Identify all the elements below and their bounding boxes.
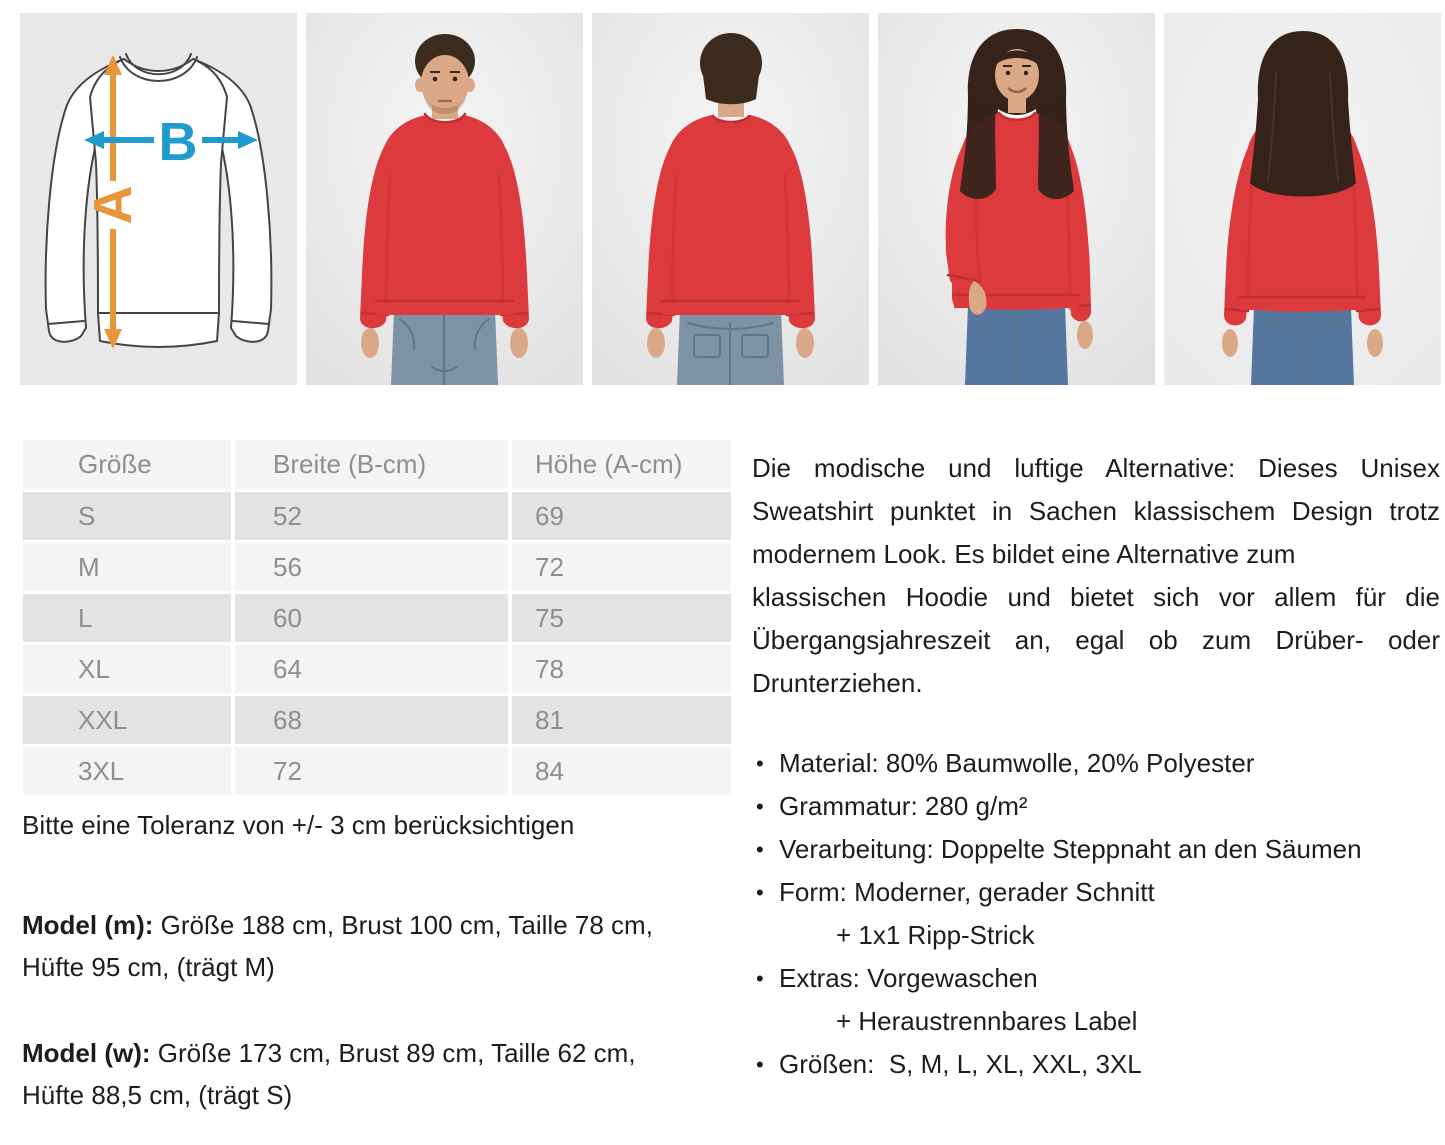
model-w-info: Model (w): Größe 173 cm, Brust 89 cm, Ta… — [22, 1032, 734, 1116]
size-table-header-1: Breite (B-cm) — [235, 440, 512, 492]
size-table-row-S: S 52 69 — [23, 492, 731, 543]
model-w-line2: Hüfte 88,5 cm, (trägt S) — [22, 1080, 293, 1110]
size-table-row-L: L 60 75 — [23, 594, 731, 645]
height-arrow-A: A — [83, 55, 143, 349]
tolerance-note: Bitte eine Toleranz von +/- 3 cm berücks… — [22, 810, 575, 840]
value-cell: 56 — [235, 543, 512, 594]
feature-item-2: • Grammatur: 280 g/m² — [752, 785, 1440, 828]
model-w-line1: Größe 173 cm, Brust 89 cm, Taille 62 cm, — [157, 1038, 636, 1068]
feature-item-1: • Material: 80% Baumwolle, 20% Polyester — [752, 742, 1440, 785]
right-column: Die modische und luftige Alternative: Di… — [752, 447, 1440, 1086]
size-table-header-0: Größe — [23, 440, 235, 492]
description-line-2: Sweatshirt punktet in Sachen klassischem… — [752, 496, 1440, 526]
photo-female-back — [1164, 13, 1441, 385]
bullet-icon: • — [756, 837, 764, 862]
description-line-5: Übergangsjahreszeit an, egal ob zum Drüb… — [752, 625, 1440, 655]
feature-text: Größen: S, M, L, XL, XXL, 3XL — [779, 1049, 1142, 1079]
description-line-6: Drunterziehen. — [752, 668, 923, 698]
size-table-row-XXL: XXL 68 81 — [23, 696, 731, 747]
value-cell: 78 — [512, 645, 731, 696]
value-cell: 64 — [235, 645, 512, 696]
size-cell: S — [23, 492, 235, 543]
feature-text: Grammatur: 280 g/m² — [779, 791, 1028, 821]
label-A: A — [83, 186, 143, 225]
photo-male-front — [306, 13, 583, 385]
width-arrow-B: B — [84, 112, 258, 172]
value-cell: 68 — [235, 696, 512, 747]
size-table-body: S 52 69 M 56 72 L 60 75 XL 64 78 XXL 68 81 3XL 72 84 — [23, 492, 731, 798]
feature-item-3: • Verarbeitung: Doppelte Steppnaht an den… — [752, 828, 1440, 871]
description-line-4: klassischen Hoodie und bietet sich vor a… — [752, 582, 1440, 612]
size-cell: XXL — [23, 696, 235, 747]
label-B: B — [159, 112, 198, 172]
value-cell: 52 — [235, 492, 512, 543]
feature-text: Material: 80% Baumwolle, 20% Polyester — [779, 748, 1255, 778]
size-cell: M — [23, 543, 235, 594]
feature-text: Verarbeitung: Doppelte Steppnaht an den … — [779, 834, 1362, 864]
feature-list: • Material: 80% Baumwolle, 20% Polyester •… — [752, 742, 1440, 1086]
feature-extra-text: + 1x1 Ripp-Strick — [836, 920, 1035, 950]
feature-item-5: • Extras: Vorgewaschen — [752, 957, 1440, 1000]
bullet-icon: • — [756, 966, 764, 991]
size-cell: 3XL — [23, 747, 235, 798]
bullet-icon: • — [756, 751, 764, 776]
size-table: Größe Breite (B-cm) Höhe (A-cm) S 52 69 M 56 72… — [23, 440, 731, 798]
photo-female-front — [878, 13, 1155, 385]
female-back-photo — [1164, 13, 1441, 385]
feature-text: Form: Moderner, gerader Schnitt — [779, 877, 1155, 907]
size-diagram-panel: A B — [20, 13, 297, 385]
description-line-3: modernem Look. Es bildet eine Alternativ… — [752, 539, 1296, 569]
photo-row: A B — [20, 13, 1441, 385]
size-table-row-XL: XL 64 78 — [23, 645, 731, 696]
value-cell: 84 — [512, 747, 731, 798]
feature-extra-text: + Heraustrennbares Label — [836, 1006, 1138, 1036]
feature-item-4: • Form: Moderner, gerader Schnitt — [752, 871, 1440, 914]
size-cell: XL — [23, 645, 235, 696]
model-m-label: Model (m): — [22, 910, 154, 940]
value-cell: 72 — [512, 543, 731, 594]
photo-male-back — [592, 13, 869, 385]
model-m-info: Model (m): Größe 188 cm, Brust 100 cm, T… — [22, 904, 734, 988]
value-cell: 60 — [235, 594, 512, 645]
female-front-photo — [878, 13, 1155, 385]
model-m-line1: Größe 188 cm, Brust 100 cm, Taille 78 cm… — [160, 910, 653, 940]
description-line-1: Die modische und luftige Alternative: Di… — [752, 453, 1440, 483]
value-cell: 81 — [512, 696, 731, 747]
value-cell: 75 — [512, 594, 731, 645]
feature-text: Extras: Vorgewaschen — [779, 963, 1038, 993]
size-table-header-row: Größe Breite (B-cm) Höhe (A-cm) — [23, 440, 731, 492]
bullet-icon: • — [756, 880, 764, 905]
male-front-photo — [306, 13, 583, 385]
product-description: Die modische und luftige Alternative: Di… — [752, 447, 1440, 705]
size-table-header-2: Höhe (A-cm) — [512, 440, 731, 492]
sweatshirt-measure-diagram: A B — [20, 13, 297, 385]
model-m-line2: Hüfte 95 cm, (trägt M) — [22, 952, 275, 982]
value-cell: 72 — [235, 747, 512, 798]
male-back-photo — [592, 13, 869, 385]
size-cell: L — [23, 594, 235, 645]
bullet-icon: • — [756, 794, 764, 819]
size-table-row-M: M 56 72 — [23, 543, 731, 594]
feature-item-6: • Größen: S, M, L, XL, XXL, 3XL — [752, 1043, 1440, 1086]
bullet-icon: • — [756, 1052, 764, 1077]
size-table-row-3XL: 3XL 72 84 — [23, 747, 731, 798]
value-cell: 69 — [512, 492, 731, 543]
model-w-label: Model (w): — [22, 1038, 151, 1068]
